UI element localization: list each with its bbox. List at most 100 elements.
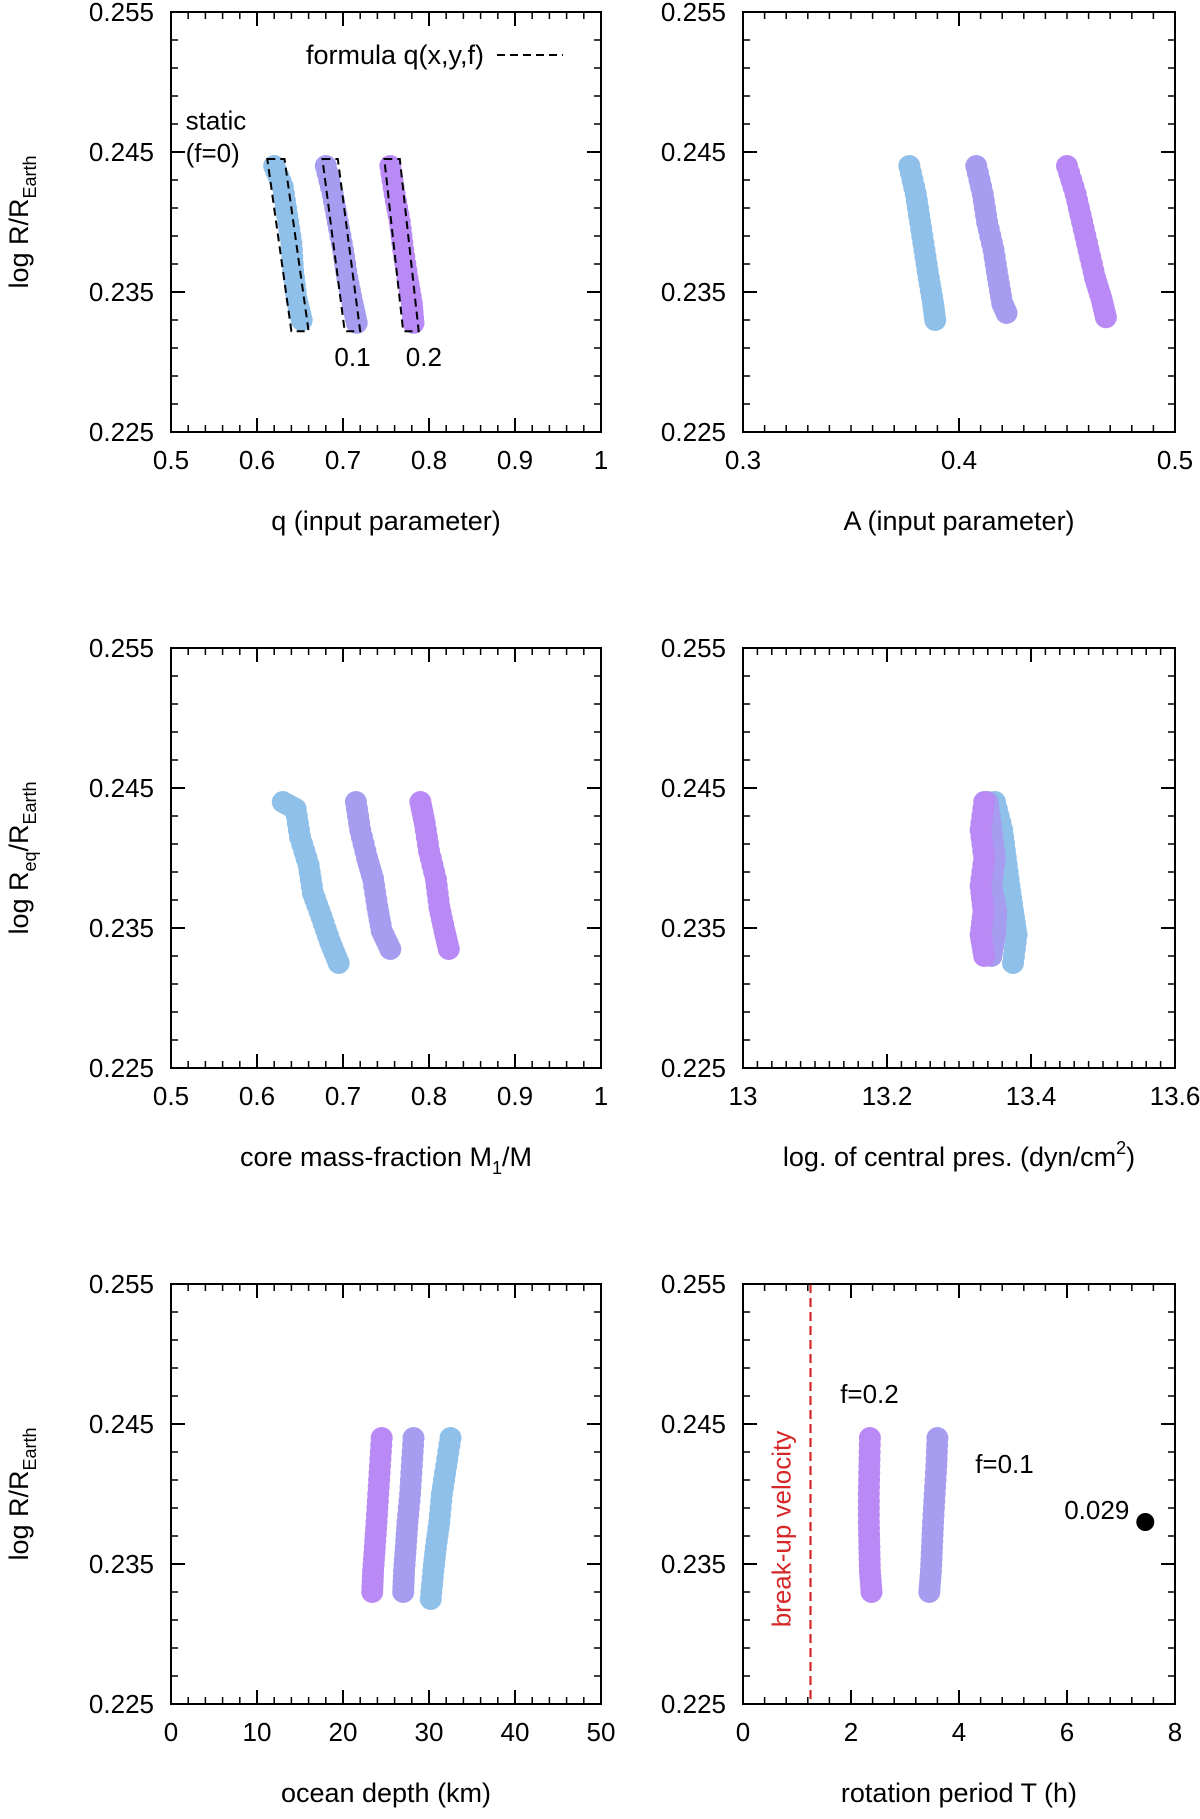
plot-area-q [263, 155, 425, 334]
data-point [860, 1581, 883, 1603]
data-point [361, 1581, 384, 1603]
data-point [379, 938, 402, 960]
x-axis-label: ocean depth (km) [281, 1778, 491, 1808]
series-f=0.2 [379, 155, 425, 334]
x-tick-label: 0.3 [725, 445, 761, 475]
panel-A: 0.3 0.4 0.5 0.225 0.235 0.245 0.255 A (input pa… [661, 0, 1193, 536]
x-tick-label: 1 [594, 1081, 608, 1111]
static-point-label: 0.029 [1064, 1495, 1129, 1525]
x-tick-label: 20 [329, 1717, 358, 1747]
annotation: (f=0) [186, 138, 240, 168]
legend-label: formula q(x,y,f) [306, 40, 484, 70]
series-f=0 [898, 155, 947, 331]
breakup-velocity-label: break-up velocity [767, 1431, 797, 1628]
x-tick-label: 0.9 [497, 445, 533, 475]
y-axis-label: log Req/REarth [4, 781, 40, 934]
panel-ocean: 0 10 20 30 40 50 0.225 0.235 0.245 0.255 ocean dep… [4, 1269, 615, 1808]
y-tick-label: 0.245 [89, 1409, 154, 1439]
series-f=0 [263, 155, 313, 331]
annotation: 0.2 [406, 342, 442, 372]
y-tick-label: 0.245 [661, 773, 726, 803]
annotation: 0.1 [334, 342, 370, 372]
x-tick-label: 13.2 [862, 1081, 913, 1111]
data-point [1094, 306, 1117, 329]
annotation: static [186, 106, 247, 136]
x-tick-label: 40 [501, 1717, 530, 1747]
data-point [924, 309, 947, 331]
y-tick-label: 0.235 [89, 1549, 154, 1579]
y-tick-label: 0.235 [89, 913, 154, 943]
y-tick-label: 0.255 [89, 633, 154, 663]
x-tick-label: 0.5 [1157, 445, 1193, 475]
data-point [437, 938, 460, 960]
plot-area-A [898, 155, 1117, 331]
panel-q: 0.5 0.6 0.7 0.8 0.9 1 0.225 0.235 0.245 0.255 q (i… [4, 0, 608, 536]
x-tick-label: 13 [729, 1081, 758, 1111]
panel-pc: 13 13.2 13.4 13.6 0.225 0.235 0.245 0.255 log. o… [661, 633, 1200, 1172]
y-axis-label: log R/REarth [4, 155, 40, 288]
x-tick-label: 1 [594, 445, 608, 475]
series-f=0.1 [965, 155, 1018, 324]
formula-curve-1 [321, 158, 362, 333]
series-f=0.2 [1056, 155, 1117, 329]
y-tick-label: 0.225 [661, 417, 726, 447]
plot-area-pc [969, 791, 1028, 974]
x-tick-label: 13.6 [1150, 1081, 1200, 1111]
data-point [918, 1581, 941, 1603]
y-tick-label: 0.225 [661, 1689, 726, 1719]
x-tick-label: 30 [415, 1717, 444, 1747]
x-tick-label: 0.8 [411, 1081, 447, 1111]
axes-frame [742, 647, 1176, 1069]
formula-curve-2 [383, 158, 420, 333]
x-tick-label: 2 [844, 1717, 858, 1747]
y-axis-label: log R/REarth [4, 1427, 40, 1560]
data-point [345, 311, 368, 334]
data-point [419, 1588, 442, 1610]
series-f=0.2 [857, 1427, 883, 1603]
y-tick-label: 0.235 [661, 913, 726, 943]
panel-cmf: 0.5 0.6 0.7 0.8 0.9 1 0.225 0.235 0.245 0.255 core… [4, 633, 608, 1178]
data-point [973, 945, 996, 967]
y-tick-label: 0.255 [661, 0, 726, 27]
formula-curve-0 [266, 158, 310, 333]
panel-T: 0.029 0 2 4 6 8 0.225 0.235 0.245 0.255 rotation p… [661, 1269, 1182, 1808]
static-point [1136, 1513, 1155, 1531]
x-axis-label: log. of central pres. (dyn/cm2) [783, 1138, 1135, 1172]
x-axis-label: rotation period T (h) [841, 1778, 1077, 1808]
x-tick-label: 50 [587, 1717, 616, 1747]
x-tick-label: 10 [243, 1717, 272, 1747]
series-f=0.1 [344, 791, 402, 960]
data-point [1002, 952, 1024, 974]
axes-frame [170, 1283, 602, 1705]
y-tick-label: 0.245 [89, 137, 154, 167]
annotation: f=0.1 [975, 1449, 1034, 1479]
data-point [327, 952, 350, 974]
data-point [995, 302, 1018, 324]
x-tick-label: 0 [736, 1717, 750, 1747]
y-tick-label: 0.225 [89, 1053, 154, 1083]
x-tick-label: 0.5 [153, 1081, 189, 1111]
y-tick-label: 0.255 [661, 1269, 726, 1299]
x-tick-label: 0.8 [411, 445, 447, 475]
x-axis-label: q (input parameter) [271, 506, 501, 536]
x-tick-label: 4 [952, 1717, 966, 1747]
x-tick-label: 6 [1060, 1717, 1074, 1747]
y-tick-label: 0.235 [661, 1549, 726, 1579]
x-tick-label: 0 [164, 1717, 178, 1747]
y-tick-label: 0.235 [89, 277, 154, 307]
x-tick-label: 0.5 [153, 445, 189, 475]
axes-frame [170, 11, 602, 433]
x-tick-label: 13.4 [1006, 1081, 1057, 1111]
series-f=0.2 [969, 791, 996, 967]
series-f=0.2 [361, 1427, 393, 1603]
x-tick-label: 0.7 [325, 445, 361, 475]
y-tick-label: 0.225 [661, 1053, 726, 1083]
axes-frame [742, 1283, 1176, 1705]
y-tick-label: 0.245 [661, 1409, 726, 1439]
x-tick-label: 8 [1168, 1717, 1182, 1747]
x-tick-label: 0.7 [325, 1081, 361, 1111]
y-tick-label: 0.255 [661, 633, 726, 663]
x-axis-label: A (input parameter) [843, 506, 1074, 536]
series-f=0 [419, 1427, 462, 1610]
